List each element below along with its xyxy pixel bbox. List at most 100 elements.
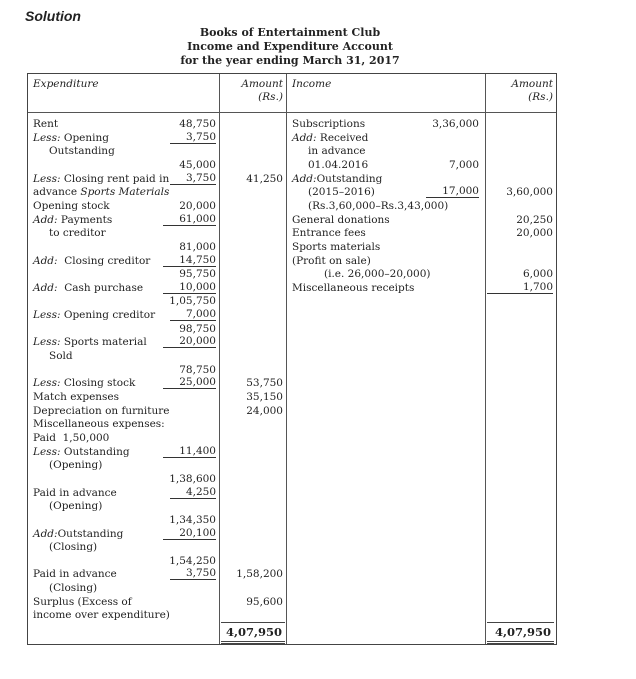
sub-amount: 3,750 [169, 568, 216, 581]
line-label: (Profit on sale) [292, 255, 371, 268]
label-text: to creditor [49, 227, 106, 240]
line-label: Less: Closing rent paid in [33, 173, 169, 186]
line-label: (2015–2016) [308, 186, 375, 199]
label-text: advance [33, 186, 81, 199]
income-total: 4,07,950 [487, 622, 554, 644]
amount: 20,000 [516, 227, 553, 240]
label-text: Closing rent paid in [60, 172, 170, 185]
expenditure-total: 4,07,950 [221, 622, 285, 644]
header-amount-2: Amount (Rs.) [511, 78, 553, 103]
amount: 53,750 [246, 377, 283, 390]
label-prefix: Add: [33, 213, 58, 226]
line-label: Opening stock [33, 200, 110, 213]
sub-amount: 20,000 [163, 336, 216, 349]
label-prefix: Less: [33, 309, 61, 322]
sub-amount: 14,750 [163, 254, 216, 267]
sub-amount: 3,750 [169, 172, 216, 185]
line-label: Match expenses [33, 391, 119, 404]
sub-amount: 98,750 [179, 322, 216, 335]
label-text: Depreciation on furniture [33, 404, 170, 417]
line-label: Add: Cash purchase [33, 282, 143, 295]
label-text: Outstanding [49, 145, 115, 158]
line-label: Surplus (Excess of [33, 596, 132, 609]
label-text: Closing stock [60, 377, 136, 390]
line-label: income over expenditure) [33, 609, 170, 622]
label-prefix: Add: [33, 254, 58, 267]
line-label: (Closing) [49, 582, 97, 595]
line-label: General donations [292, 214, 390, 227]
line-label: Less: Opening creditor [33, 309, 155, 322]
sub-amount: 48,750 [179, 118, 216, 130]
header-amount-1: Amount (Rs.) [241, 78, 283, 103]
label-text: in advance [308, 145, 366, 158]
amount: 24,000 [246, 404, 283, 417]
title-line-3: for the year ending March 31, 2017 [180, 54, 400, 67]
label-text: (Closing) [49, 582, 98, 595]
label-text: (Rs.3,60,000–Rs.3,43,000) [308, 199, 449, 212]
line-label: Add: Payments [33, 214, 112, 227]
title-line-2: Income and Expenditure Account [187, 40, 393, 53]
line-label: Less: Sports material [33, 336, 147, 349]
label-prefix: Less: [33, 131, 61, 144]
line-label: Miscellaneous receipts [292, 282, 414, 295]
amount: 6,000 [522, 268, 553, 281]
line-label: to creditor [49, 227, 106, 240]
label-text: General donations [292, 213, 390, 226]
label-text: (Opening) [49, 459, 103, 472]
sub-amount: 20,000 [179, 199, 216, 212]
line-label: Sold [49, 350, 73, 363]
sub-amount: 1,54,250 [169, 554, 216, 567]
label-text: Rent [33, 118, 59, 130]
sub-amount: 45,000 [179, 158, 216, 171]
label-text: Opening creditor [60, 309, 156, 322]
label-text: Closing creditor [57, 254, 151, 267]
line-label: advance Sports Materials [33, 186, 169, 199]
line-label: Add: Closing creditor [33, 255, 150, 268]
amount: 41,250 [246, 172, 283, 185]
label-text: Match expenses [33, 391, 120, 403]
label-prefix: Less: [33, 445, 61, 458]
label-prefix: Less: [33, 172, 61, 185]
label-text: Sports material [60, 336, 147, 349]
label-text: (Closing) [49, 541, 98, 554]
label-text: Entrance fees [292, 227, 366, 240]
amount: 95,600 [246, 595, 283, 608]
label-text: Opening [60, 131, 110, 144]
label-text: (Opening) [49, 500, 103, 513]
line-label: Paid in advance [33, 568, 117, 581]
income-expenditure-table: Expenditure Amount (Rs.) Income Amount (Rs… [27, 73, 557, 645]
line-label: 01.04.2016 [308, 159, 368, 172]
label-text: Paid 1,50,000 [33, 431, 110, 444]
sub-amount: 95,750 [179, 268, 216, 281]
amount: 3,60,000 [506, 186, 553, 199]
label-text: Miscellaneous receipts [292, 281, 415, 294]
sub-amount: 10,000 [163, 281, 216, 294]
line-label: Outstanding [49, 145, 115, 158]
line-label: Entrance fees [292, 227, 366, 240]
line-label: Add:Outstanding [33, 528, 123, 541]
line-label: (Closing) [49, 541, 97, 554]
label-text: Sports materials [292, 240, 381, 253]
amount: 1,58,200 [236, 568, 283, 581]
label-text: Cash purchase [57, 281, 144, 294]
line-label: Sports materials [292, 241, 380, 254]
sub-amount: 78,750 [179, 363, 216, 376]
label-text: Subscriptions [292, 118, 366, 130]
sub-amount: 3,750 [169, 131, 216, 144]
label-text: Paid in advance [33, 486, 117, 499]
label-prefix: Add: [33, 527, 58, 540]
sub-amount: 7,000 [169, 309, 216, 322]
label-text: income over expenditure) [33, 609, 170, 622]
line-label: in advance [308, 145, 366, 158]
label-text: Received [316, 131, 369, 144]
label-text: Outstanding [57, 527, 124, 540]
line-label: Less: Opening [33, 132, 109, 145]
sub-amount: 1,38,600 [169, 472, 216, 485]
label-text: (i.e. 26,000–20,000) [324, 268, 431, 281]
header-expenditure: Expenditure [33, 78, 99, 90]
line-label: (i.e. 26,000–20,000) [324, 268, 431, 281]
line-label: (Opening) [49, 500, 102, 513]
label-text: Surplus (Excess of [33, 595, 132, 608]
line-label: (Rs.3,60,000–Rs.3,43,000) [308, 200, 448, 213]
label-text: Sold [49, 350, 73, 363]
